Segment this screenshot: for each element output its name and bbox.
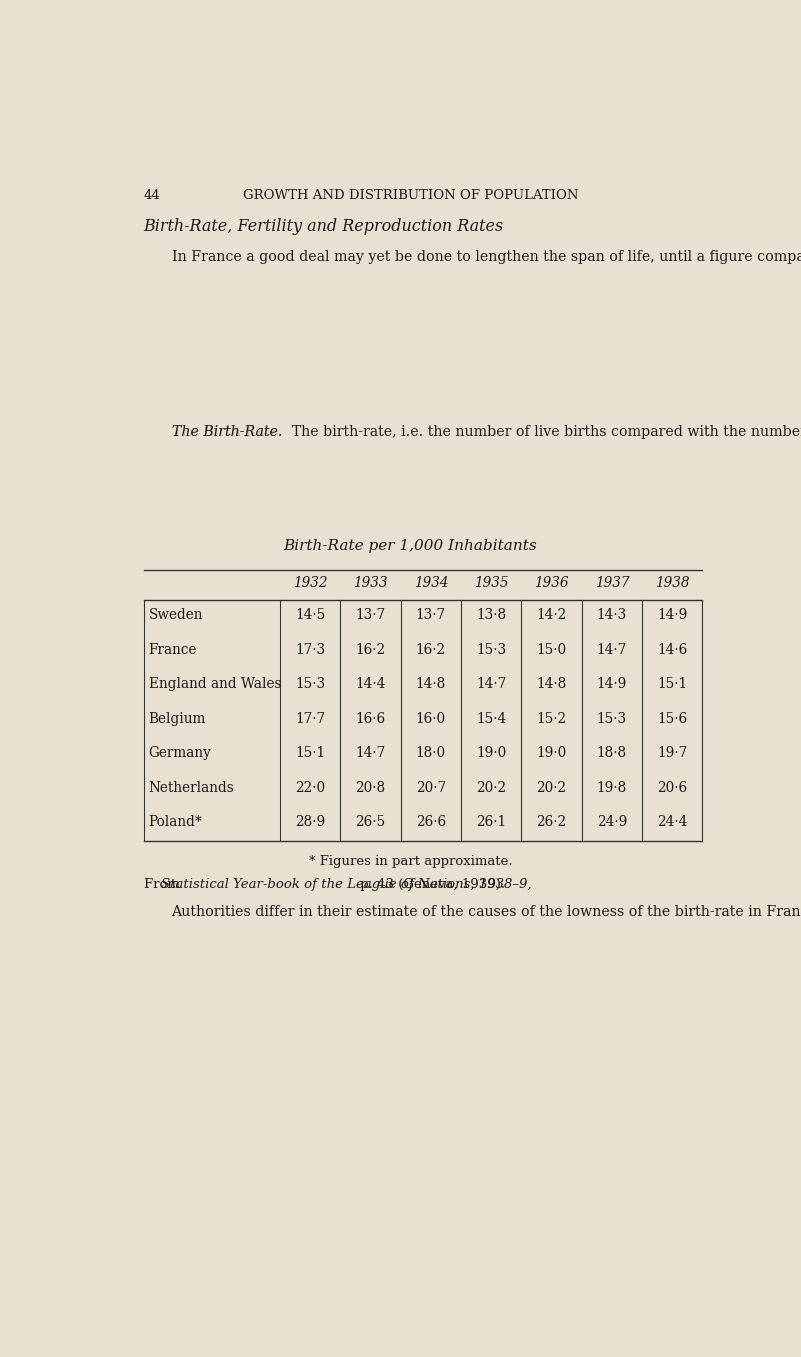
Text: The Birth-Rate.: The Birth-Rate.	[171, 425, 282, 438]
Text: Birth-Rate per 1,000 Inhabitants: Birth-Rate per 1,000 Inhabitants	[284, 539, 537, 554]
Text: 19·0: 19·0	[537, 746, 566, 760]
Text: 15·1: 15·1	[657, 677, 687, 691]
Text: 19·8: 19·8	[597, 780, 627, 795]
Text: 1936: 1936	[534, 577, 569, 590]
Text: 15·0: 15·0	[537, 643, 566, 657]
Text: 22·0: 22·0	[296, 780, 325, 795]
Text: 14·3: 14·3	[597, 608, 627, 622]
Text: 44: 44	[143, 189, 160, 202]
Text: 24·9: 24·9	[597, 816, 627, 829]
Text: 19·7: 19·7	[657, 746, 687, 760]
Text: 1938: 1938	[655, 577, 690, 590]
Text: 13·7: 13·7	[416, 608, 446, 622]
Text: Birth-Rate, Fertility and Reproduction Rates: Birth-Rate, Fertility and Reproduction R…	[143, 218, 504, 235]
Text: France: France	[148, 643, 197, 657]
Text: 1935: 1935	[474, 577, 509, 590]
Text: 20·7: 20·7	[416, 780, 446, 795]
Text: 13·7: 13·7	[356, 608, 385, 622]
Text: 14·9: 14·9	[657, 608, 687, 622]
Text: 20·2: 20·2	[476, 780, 506, 795]
Text: 16·2: 16·2	[416, 643, 446, 657]
Text: GROWTH AND DISTRIBUTION OF POPULATION: GROWTH AND DISTRIBUTION OF POPULATION	[243, 189, 578, 202]
Text: 14·7: 14·7	[597, 643, 627, 657]
Text: The Birth-Rate.: The Birth-Rate.	[171, 425, 282, 438]
Text: Netherlands: Netherlands	[148, 780, 235, 795]
Text: 20·6: 20·6	[657, 780, 687, 795]
Text: 19·0: 19·0	[476, 746, 506, 760]
Text: Poland*: Poland*	[148, 816, 203, 829]
Text: Belgium: Belgium	[148, 711, 206, 726]
Text: Statistical Year-book of the League of Nations, 1938–9,: Statistical Year-book of the League of N…	[161, 878, 532, 890]
Text: From: From	[143, 878, 183, 890]
Text: 26·2: 26·2	[537, 816, 566, 829]
Text: * Figures in part approximate.: * Figures in part approximate.	[308, 855, 513, 867]
Text: In France a good deal may yet be done to lengthen the span of life, until a figu: In France a good deal may yet be done to…	[171, 250, 801, 263]
Text: 14·2: 14·2	[537, 608, 566, 622]
Text: 14·9: 14·9	[597, 677, 627, 691]
Text: 20·2: 20·2	[537, 780, 566, 795]
Text: p. 43 (Geneva, 1939).: p. 43 (Geneva, 1939).	[356, 878, 505, 890]
Text: 15·3: 15·3	[476, 643, 506, 657]
Text: 15·4: 15·4	[476, 711, 506, 726]
Text: 26·1: 26·1	[476, 816, 506, 829]
Text: England and Wales: England and Wales	[148, 677, 281, 691]
Text: 14·4: 14·4	[356, 677, 386, 691]
Text: 26·6: 26·6	[416, 816, 446, 829]
Text: 15·2: 15·2	[537, 711, 566, 726]
Text: Germany: Germany	[148, 746, 211, 760]
Text: 14·8: 14·8	[416, 677, 446, 691]
Text: 1934: 1934	[413, 577, 448, 590]
Text: 1933: 1933	[353, 577, 388, 590]
Text: 14·8: 14·8	[537, 677, 566, 691]
Text: 14·7: 14·7	[476, 677, 506, 691]
Text: 15·6: 15·6	[657, 711, 687, 726]
Text: 20·8: 20·8	[356, 780, 385, 795]
Text: 16·0: 16·0	[416, 711, 446, 726]
Text: 13·8: 13·8	[476, 608, 506, 622]
Text: 14·7: 14·7	[356, 746, 386, 760]
Text: 17·7: 17·7	[296, 711, 325, 726]
Text: 24·4: 24·4	[657, 816, 687, 829]
Text: 18·0: 18·0	[416, 746, 446, 760]
Text: Sweden: Sweden	[148, 608, 203, 622]
Text: The Birth-Rate.  The birth-rate, i.e. the number of live births compared with th: The Birth-Rate. The birth-rate, i.e. the…	[171, 425, 801, 438]
Text: 14·5: 14·5	[296, 608, 325, 622]
Text: 15·3: 15·3	[296, 677, 325, 691]
Text: 17·3: 17·3	[296, 643, 325, 657]
Text: 1932: 1932	[293, 577, 328, 590]
Text: 26·5: 26·5	[356, 816, 385, 829]
Text: 1937: 1937	[594, 577, 629, 590]
Text: 16·2: 16·2	[356, 643, 385, 657]
Text: 28·9: 28·9	[296, 816, 325, 829]
Text: Authorities differ in their estimate of the causes of the lowness of the birth-r: Authorities differ in their estimate of …	[171, 905, 801, 919]
Text: 15·3: 15·3	[597, 711, 627, 726]
Text: 14·6: 14·6	[657, 643, 687, 657]
Text: 18·8: 18·8	[597, 746, 627, 760]
Text: 16·6: 16·6	[356, 711, 385, 726]
Text: 15·1: 15·1	[296, 746, 325, 760]
